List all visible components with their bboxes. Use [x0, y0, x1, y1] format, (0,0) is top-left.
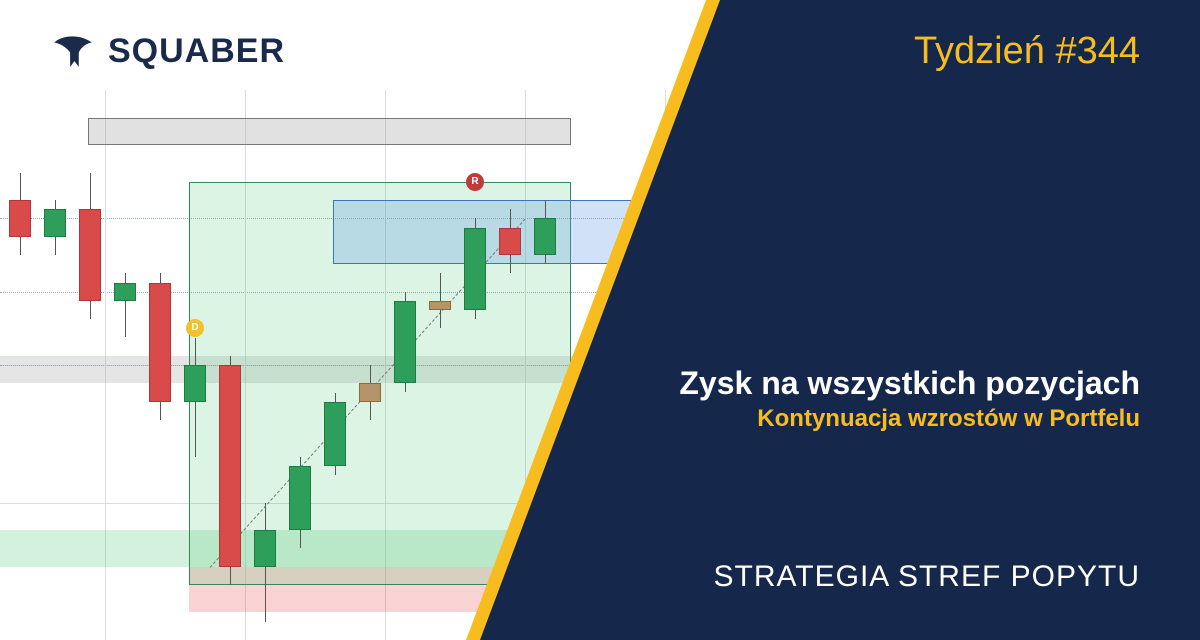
headline-primary: Zysk na wszystkich pozycjach: [679, 365, 1140, 402]
week-number: Tydzień #344: [914, 30, 1140, 73]
strategy-label: STRATEGIA STREF POPYTU: [713, 560, 1140, 594]
stage: DR SQUABER Tydzień #344 Zysk na wszystki…: [0, 0, 1200, 640]
headline-secondary: Kontynuacja wzrostów w Portfelu: [757, 405, 1140, 433]
navy-panel: [0, 0, 1200, 640]
